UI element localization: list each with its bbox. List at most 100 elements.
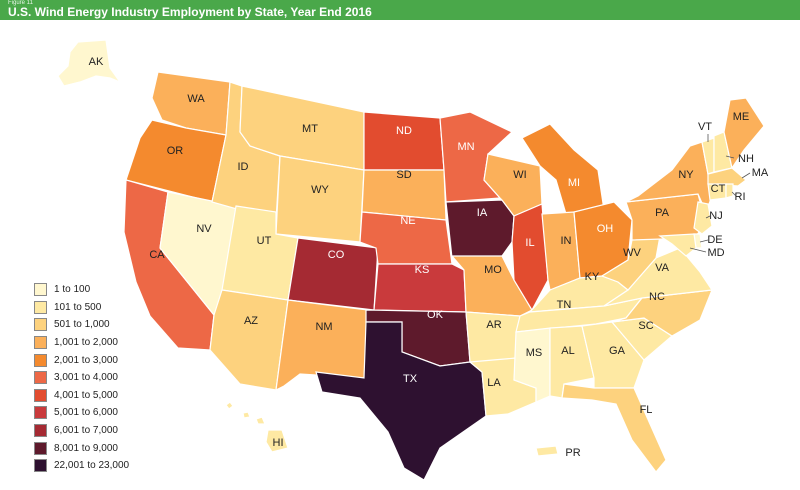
label-md: MD	[707, 247, 724, 259]
legend-item: 5,001 to 6,000	[34, 404, 129, 422]
legend-item: 22,001 to 23,000	[34, 457, 129, 475]
label-ar: AR	[486, 319, 501, 331]
label-vt: VT	[698, 121, 712, 133]
label-nm: NM	[315, 321, 332, 333]
label-nc: NC	[649, 291, 665, 303]
label-wi: WI	[513, 169, 526, 181]
label-ny: NY	[678, 169, 694, 181]
us-choropleth-map: AK WA OR CA NV ID MT WY UT AZ CO NM ND S…	[57, 39, 769, 481]
label-ma: MA	[752, 167, 769, 179]
state-hi	[225, 401, 289, 453]
legend-label: 2,001 to 3,000	[54, 354, 118, 366]
label-ga: GA	[609, 345, 626, 357]
label-or: OR	[167, 145, 184, 157]
state-ak	[57, 39, 122, 87]
state-pr	[535, 445, 559, 457]
label-co: CO	[328, 249, 345, 261]
title-bar: Figure 11 U.S. Wind Energy Industry Empl…	[0, 0, 800, 20]
legend-swatch	[34, 300, 47, 314]
label-nj: NJ	[709, 210, 722, 222]
label-ok: OK	[427, 309, 444, 321]
state-nd	[363, 111, 445, 171]
legend-label: 4,001 to 5,000	[54, 389, 118, 401]
label-mo: MO	[484, 264, 502, 276]
legend-swatch	[34, 406, 47, 420]
legend-label: 22,001 to 23,000	[54, 460, 130, 472]
label-mt: MT	[302, 123, 318, 135]
legend-label: 1 to 100	[54, 284, 91, 296]
state-tx	[315, 321, 487, 481]
label-pr: PR	[565, 447, 580, 459]
label-fl: FL	[640, 404, 653, 416]
label-la: LA	[487, 377, 501, 389]
label-mi: MI	[568, 177, 580, 189]
state-fl	[561, 383, 667, 473]
legend-label: 5,001 to 6,000	[54, 407, 118, 419]
state-ma	[707, 167, 747, 187]
map-title: U.S. Wind Energy Industry Employment by …	[8, 5, 372, 19]
legend-label: 3,001 to 4,000	[54, 372, 118, 384]
label-in: IN	[561, 235, 572, 247]
legend-swatch	[34, 318, 47, 332]
legend-swatch	[34, 371, 47, 385]
figure-label: Figure 11	[8, 0, 33, 6]
label-sc: SC	[638, 320, 653, 332]
label-ri: RI	[735, 191, 746, 203]
state-wy	[275, 155, 365, 243]
label-de: DE	[707, 234, 722, 246]
label-ak: AK	[89, 56, 104, 68]
label-wa: WA	[187, 93, 205, 105]
legend-swatch	[34, 424, 47, 438]
legend-label: 8,001 to 9,000	[54, 442, 118, 454]
state-wi	[483, 153, 543, 217]
legend-item: 4,001 to 5,000	[34, 387, 129, 405]
state-az	[209, 289, 289, 391]
label-me: ME	[733, 111, 750, 123]
legend: 1 to 100 101 to 500 501 to 1,000 1,001 t…	[34, 281, 129, 475]
label-oh: OH	[597, 223, 614, 235]
label-ky: KY	[585, 271, 600, 283]
legend-item: 1 to 100	[34, 281, 129, 299]
leader-line-de	[699, 239, 709, 243]
label-nh: NH	[738, 153, 754, 165]
legend-swatch	[34, 283, 47, 297]
legend-swatch	[34, 441, 47, 455]
label-va: VA	[655, 262, 670, 274]
leader-line-nj	[705, 215, 711, 219]
legend-swatch	[34, 336, 47, 350]
label-wy: WY	[311, 184, 329, 196]
legend-label: 501 to 1,000	[54, 319, 110, 331]
label-tx: TX	[403, 373, 418, 385]
label-tn: TN	[557, 299, 572, 311]
label-al: AL	[561, 345, 574, 357]
legend-label: 101 to 500	[54, 301, 102, 313]
state-ri	[725, 183, 734, 199]
label-nv: NV	[196, 223, 212, 235]
label-pa: PA	[655, 207, 670, 219]
label-wv: WV	[623, 247, 641, 259]
label-ms: MS	[526, 347, 543, 359]
legend-item: 1,001 to 2,000	[34, 334, 129, 352]
legend-label: 6,001 to 7,000	[54, 425, 118, 437]
label-id: ID	[238, 161, 249, 173]
label-sd: SD	[396, 169, 411, 181]
legend-item: 501 to 1,000	[34, 316, 129, 334]
leader-line-nh	[725, 155, 735, 159]
legend-item: 8,001 to 9,000	[34, 439, 129, 457]
label-hi: HI	[273, 437, 284, 449]
label-az: AZ	[244, 315, 258, 327]
label-ne: NE	[400, 215, 415, 227]
legend-item: 6,001 to 7,000	[34, 422, 129, 440]
state-md	[658, 233, 697, 257]
leader-line-md	[689, 247, 707, 253]
state-wv	[600, 235, 661, 291]
label-il: IL	[525, 237, 534, 249]
legend-label: 1,001 to 2,000	[54, 337, 118, 349]
label-ut: UT	[257, 235, 272, 247]
leader-line-ri	[731, 191, 737, 197]
legend-item: 3,001 to 4,000	[34, 369, 129, 387]
legend-item: 101 to 500	[34, 299, 129, 317]
state-nj	[693, 201, 713, 235]
label-nd: ND	[396, 125, 412, 137]
label-ks: KS	[415, 264, 430, 276]
